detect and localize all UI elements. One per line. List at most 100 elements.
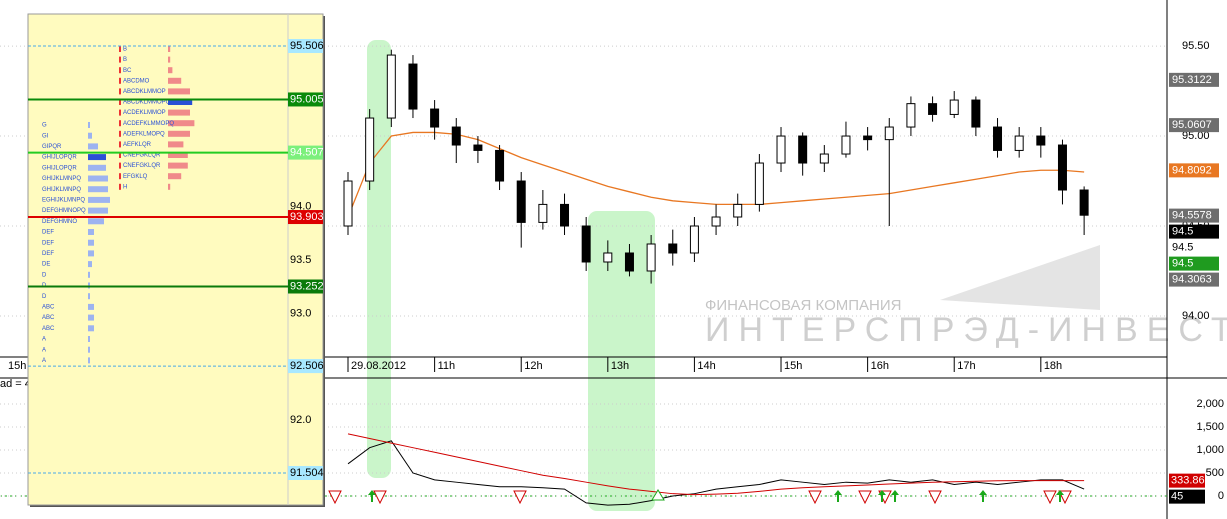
profile-bar bbox=[88, 293, 90, 300]
profile-bar bbox=[88, 132, 92, 139]
y-tick-label: 94.00 bbox=[1182, 310, 1210, 322]
candle-body bbox=[949, 99, 959, 115]
profile-bar bbox=[168, 152, 188, 158]
y-tick-label: 1,500 bbox=[1196, 421, 1224, 433]
profile-row: DEFGHMNO bbox=[42, 219, 77, 225]
profile-mark bbox=[119, 162, 121, 169]
signal-down bbox=[328, 490, 342, 505]
candle-body bbox=[928, 103, 938, 115]
watermark: ФИНАНСОВАЯ КОМПАНИЯ ИНТЕРСПРЭД-ИНВЕСТ bbox=[705, 245, 1227, 349]
y-tick-label: 94.0 bbox=[290, 201, 311, 213]
level-box bbox=[288, 210, 323, 225]
candle-body bbox=[971, 99, 981, 128]
candle-body bbox=[386, 54, 396, 119]
profile-bar bbox=[168, 99, 193, 105]
indicator-line bbox=[347, 440, 1085, 506]
profile-bar bbox=[168, 77, 182, 84]
signal-up bbox=[368, 490, 376, 502]
candle-body bbox=[560, 203, 570, 227]
profile-row: A bbox=[42, 358, 46, 364]
profile-row: EFGKLQ bbox=[123, 174, 148, 180]
profile-mark bbox=[119, 183, 121, 190]
price-marker-label: 94.5 bbox=[1172, 258, 1193, 270]
level-label: 91.504 bbox=[290, 467, 324, 479]
profile-row: GHIJLOPQR bbox=[42, 155, 77, 161]
candle-body bbox=[841, 135, 851, 155]
profile-row: GHIJKLMNPQ bbox=[42, 187, 81, 193]
profile-bar bbox=[88, 143, 98, 150]
y-tick-label: 95.50 bbox=[1182, 40, 1210, 52]
watermark-logo bbox=[940, 245, 1100, 310]
price-marker bbox=[1169, 240, 1219, 255]
profile-bar bbox=[168, 183, 171, 190]
x-tick-label: 13h bbox=[611, 360, 629, 372]
signal-up bbox=[1056, 490, 1064, 502]
profile-bar bbox=[88, 314, 94, 321]
indicator-marker-label: 333.867 bbox=[1171, 475, 1211, 487]
candle-body bbox=[451, 126, 461, 146]
signal-up-outline bbox=[651, 489, 665, 501]
candle-body bbox=[538, 203, 548, 223]
candle-body bbox=[906, 103, 916, 128]
profile-row: BC bbox=[123, 68, 132, 74]
signal-up bbox=[891, 490, 899, 502]
level-box bbox=[288, 145, 323, 160]
price-axis: 95.50 95.00 94.5 0 94.00 95.3122 95.0607 94.809… bbox=[1169, 40, 1224, 504]
level-label: 93.903 bbox=[290, 211, 324, 223]
candle-body bbox=[798, 135, 808, 164]
signal-down bbox=[513, 490, 527, 505]
profile-row: B bbox=[123, 57, 127, 63]
price-marker bbox=[1169, 272, 1219, 287]
profile-mark bbox=[119, 99, 121, 105]
candle-body bbox=[603, 252, 613, 263]
profile-mark bbox=[119, 46, 121, 52]
profile-row: ABCDMO bbox=[123, 78, 150, 84]
profile-bar bbox=[168, 46, 171, 52]
profile-bar bbox=[88, 186, 108, 193]
y-tick-label: 92.0 bbox=[290, 414, 311, 426]
candle-body bbox=[343, 180, 353, 227]
profile-row: CNEFGKLQR bbox=[123, 153, 161, 159]
candle-body bbox=[495, 149, 505, 182]
profile-bar bbox=[168, 56, 171, 63]
candle-body bbox=[581, 225, 591, 263]
y-tick-label: 93.0 bbox=[290, 307, 311, 319]
candle-body bbox=[668, 243, 678, 254]
profile-mark bbox=[119, 130, 121, 137]
profile-bar bbox=[168, 120, 195, 127]
price-marker-label: 94.5 bbox=[1172, 226, 1193, 238]
level-box bbox=[288, 465, 323, 480]
profile-bar bbox=[88, 175, 108, 182]
panel bbox=[27, 13, 324, 506]
x-tick-label: 14h bbox=[697, 360, 715, 372]
profile-bar bbox=[88, 261, 92, 268]
y-tick-label: 2,000 bbox=[1196, 398, 1224, 410]
profile-row: ACDEKLMMOP bbox=[123, 110, 166, 116]
candle-body bbox=[776, 135, 786, 164]
candle-body bbox=[733, 203, 743, 218]
signal-down bbox=[373, 490, 387, 505]
candle-body bbox=[1057, 144, 1067, 191]
profile-bar bbox=[88, 336, 90, 342]
profile-bar bbox=[88, 229, 94, 235]
candle-body bbox=[365, 117, 375, 182]
profile-mark bbox=[119, 67, 121, 74]
x-tick-label: 17h bbox=[957, 360, 975, 372]
profile-mark bbox=[119, 88, 121, 95]
profile-panel: BB BC ABCDMO ABCDKLMMOP ABCDKLMMOPQ ACDEKLMMO… bbox=[27, 13, 325, 507]
price-marker-label: 94.3063 bbox=[1172, 274, 1212, 286]
profile-mark bbox=[119, 120, 121, 127]
signal-down bbox=[928, 490, 942, 505]
profile-row: ABCDKLMMOP bbox=[123, 89, 166, 95]
price-marker-label: 95.3122 bbox=[1172, 74, 1212, 86]
x-tick-label: 18h bbox=[1044, 360, 1062, 372]
profile-bar bbox=[88, 303, 94, 310]
signal-up bbox=[834, 490, 842, 502]
signal-up bbox=[878, 490, 886, 502]
profile-bar bbox=[88, 271, 90, 278]
profile-bar bbox=[88, 218, 104, 225]
indicator-marker bbox=[1169, 473, 1205, 488]
profile-bar bbox=[88, 325, 94, 332]
profile-bar bbox=[168, 141, 184, 148]
